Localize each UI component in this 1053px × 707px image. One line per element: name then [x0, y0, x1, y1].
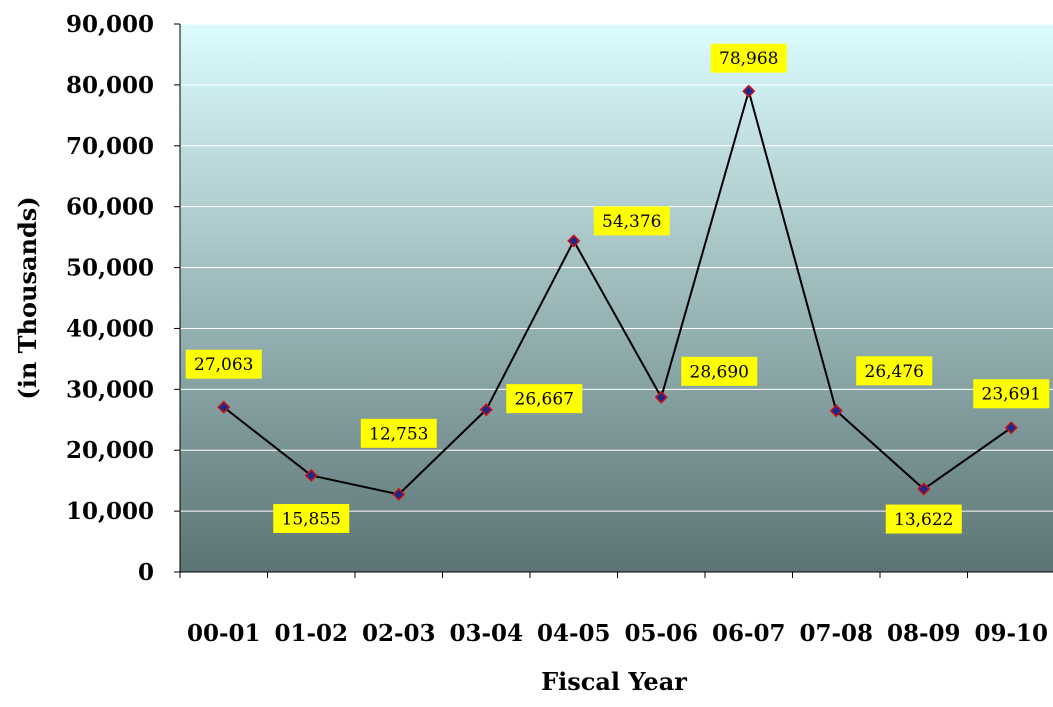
data-label-box: [273, 503, 350, 533]
data-point: [217, 400, 231, 414]
data-label-box: [710, 43, 787, 73]
data-label-text: 78,968: [719, 49, 778, 69]
data-point: [742, 84, 756, 98]
y-axis-title: (in Thousands): [13, 196, 42, 399]
data-point: [1004, 421, 1018, 435]
data-label: 12,753: [360, 418, 437, 448]
data-label-text: 28,690: [690, 362, 749, 382]
data-label-box: [360, 418, 437, 448]
y-tick-label: 40,000: [66, 315, 154, 342]
data-label-box: [973, 379, 1050, 409]
data-label-box: [681, 356, 758, 386]
data-label-text: 13,622: [894, 510, 953, 530]
data-label-text: 26,667: [515, 390, 574, 410]
data-label-box: [856, 356, 933, 386]
x-tick-label: 05-06: [624, 620, 698, 647]
y-axis-ticks: 0 10,000 20,000 30,000 40,000 50,000 60,000 70,…: [66, 11, 180, 586]
data-label: 78,968: [710, 43, 787, 73]
data-point: [479, 403, 493, 417]
data-label-box: [885, 504, 962, 534]
data-label: 15,855: [273, 503, 350, 533]
x-tick-label: 01-02: [274, 620, 348, 647]
data-label-text: 27,063: [194, 355, 253, 375]
y-tick-label: 80,000: [66, 72, 154, 99]
data-label: 23,691: [973, 379, 1050, 409]
y-tick-label: 30,000: [66, 376, 154, 403]
plot-area: [180, 24, 1053, 572]
x-tick-label: 06-07: [712, 620, 786, 647]
data-label: 13,622: [885, 504, 962, 534]
x-tick-label: 03-04: [449, 620, 523, 647]
data-label-box: [185, 349, 262, 379]
y-tick-label: 90,000: [66, 11, 154, 38]
data-point: [917, 482, 931, 496]
y-tick-label: 0: [138, 559, 154, 586]
x-axis-title: Fiscal Year: [541, 667, 687, 696]
data-point: [392, 487, 406, 501]
data-label: 26,667: [506, 384, 583, 414]
data-point: [567, 234, 581, 248]
y-tick-label: 10,000: [66, 498, 154, 525]
y-tick-label: 60,000: [66, 194, 154, 221]
data-label: 54,376: [593, 206, 670, 236]
data-point: [304, 468, 318, 483]
data-label-text: 23,691: [982, 385, 1041, 405]
x-tick-label: 07-08: [799, 620, 873, 647]
data-label-text: 15,855: [282, 509, 341, 529]
y-tick-label: 50,000: [66, 255, 154, 282]
x-tick-label: 09-10: [974, 620, 1048, 647]
x-axis-ticks: 00-01 01-02 02-03 03-04 04-05 05-06 06-07 07-08…: [179, 572, 1048, 647]
data-point: [654, 390, 668, 404]
data-label-box: [506, 384, 583, 414]
data-label: 28,690: [681, 356, 758, 386]
y-tick-label: 20,000: [66, 437, 154, 464]
series-line: [223, 87, 1012, 496]
data-label-text: 26,476: [865, 362, 924, 382]
data-labels: 27,063 15,855 12,753 26,667 54,376 28,690 78,9…: [185, 43, 1050, 534]
data-point: [829, 404, 843, 418]
x-tick-label: 00-01: [187, 620, 261, 647]
data-label-text: 54,376: [602, 212, 661, 232]
x-tick-label: 08-09: [887, 620, 961, 647]
data-label: 26,476: [856, 356, 933, 386]
data-markers: [217, 84, 1018, 501]
y-tick-label: 70,000: [66, 133, 154, 160]
data-label-box: [593, 206, 670, 236]
data-label-text: 12,753: [369, 424, 428, 444]
data-label: 27,063: [185, 349, 262, 379]
x-tick-label: 02-03: [362, 620, 436, 647]
x-tick-label: 04-05: [537, 620, 611, 647]
